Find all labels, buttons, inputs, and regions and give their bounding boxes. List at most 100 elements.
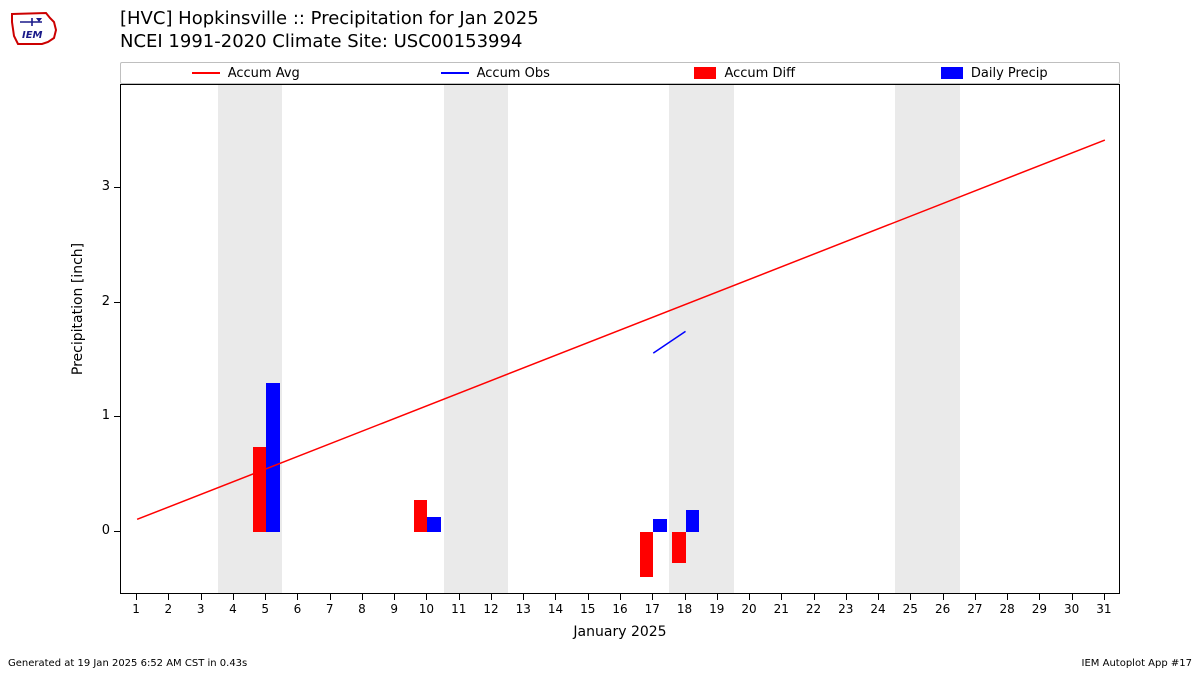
- x-tick: [1007, 594, 1008, 600]
- chart-plot-area: [120, 84, 1120, 594]
- x-tick-label: 30: [1064, 602, 1079, 616]
- x-tick: [943, 594, 944, 600]
- daily-precip-bar: [266, 383, 280, 532]
- x-tick-label: 17: [645, 602, 660, 616]
- x-tick-label: 18: [677, 602, 692, 616]
- accum-avg-line: [137, 140, 1105, 519]
- x-tick: [717, 594, 718, 600]
- x-tick-label: 1: [132, 602, 140, 616]
- daily-precip-bar: [686, 510, 700, 532]
- x-tick: [910, 594, 911, 600]
- x-tick-label: 21: [774, 602, 789, 616]
- accum-diff-bar: [414, 500, 428, 532]
- x-tick: [362, 594, 363, 600]
- daily-precip-bar: [427, 517, 441, 532]
- x-tick-label: 23: [838, 602, 853, 616]
- x-tick: [330, 594, 331, 600]
- accum-diff-bar: [672, 532, 686, 563]
- x-tick-label: 13: [516, 602, 531, 616]
- svg-text:IEM: IEM: [22, 30, 43, 41]
- x-tick: [588, 594, 589, 600]
- x-tick: [459, 594, 460, 600]
- y-tick: [114, 187, 120, 188]
- x-tick-label: 6: [294, 602, 302, 616]
- daily-precip-bar: [653, 519, 667, 532]
- x-tick-label: 8: [358, 602, 366, 616]
- x-tick-label: 14: [548, 602, 563, 616]
- legend-patch-icon: [941, 67, 963, 79]
- footer-app-text: IEM Autoplot App #17: [1082, 658, 1192, 669]
- x-tick-label: 29: [1032, 602, 1047, 616]
- footer-generated-text: Generated at 19 Jan 2025 6:52 AM CST in …: [8, 658, 247, 669]
- x-tick: [394, 594, 395, 600]
- x-tick-label: 12: [483, 602, 498, 616]
- legend-line-icon: [441, 72, 469, 74]
- x-tick-label: 27: [967, 602, 982, 616]
- legend-entry: Accum Diff: [620, 66, 870, 81]
- x-tick-label: 11: [451, 602, 466, 616]
- x-tick-label: 31: [1096, 602, 1111, 616]
- x-tick: [168, 594, 169, 600]
- x-tick: [265, 594, 266, 600]
- y-tick: [114, 302, 120, 303]
- weekend-band: [669, 85, 734, 593]
- x-tick: [136, 594, 137, 600]
- x-tick: [1104, 594, 1105, 600]
- x-tick-label: 25: [903, 602, 918, 616]
- x-tick: [297, 594, 298, 600]
- x-tick-label: 7: [326, 602, 334, 616]
- x-tick: [814, 594, 815, 600]
- x-tick-label: 2: [165, 602, 173, 616]
- y-tick: [114, 416, 120, 417]
- x-tick-label: 4: [229, 602, 237, 616]
- legend-entry: Accum Obs: [371, 66, 621, 81]
- legend-label: Accum Diff: [724, 66, 795, 81]
- y-tick-label: 0: [80, 523, 110, 538]
- x-tick-label: 22: [806, 602, 821, 616]
- weekend-band: [444, 85, 509, 593]
- x-tick-label: 5: [261, 602, 269, 616]
- x-tick: [426, 594, 427, 600]
- x-tick-label: 16: [612, 602, 627, 616]
- legend-patch-icon: [694, 67, 716, 79]
- y-tick-label: 2: [80, 294, 110, 309]
- x-tick: [685, 594, 686, 600]
- chart-title-line1: [HVC] Hopkinsville :: Precipitation for …: [120, 8, 539, 31]
- chart-title-line2: NCEI 1991-2020 Climate Site: USC00153994: [120, 31, 539, 54]
- x-tick: [491, 594, 492, 600]
- x-tick: [523, 594, 524, 600]
- accum-diff-bar: [640, 532, 654, 577]
- y-axis-label: Precipitation [inch]: [70, 209, 86, 409]
- x-axis-label: January 2025: [120, 624, 1120, 640]
- x-tick-label: 24: [870, 602, 885, 616]
- y-tick-label: 3: [80, 179, 110, 194]
- y-tick: [114, 531, 120, 532]
- x-tick-label: 28: [999, 602, 1014, 616]
- x-tick: [846, 594, 847, 600]
- x-tick: [201, 594, 202, 600]
- iem-logo-icon: IEM: [8, 8, 66, 52]
- x-tick: [233, 594, 234, 600]
- x-tick-label: 15: [580, 602, 595, 616]
- x-tick-label: 10: [419, 602, 434, 616]
- legend-entry: Daily Precip: [870, 66, 1120, 81]
- legend-line-icon: [192, 72, 220, 74]
- x-tick: [1072, 594, 1073, 600]
- x-tick-label: 3: [197, 602, 205, 616]
- legend-label: Daily Precip: [971, 66, 1048, 81]
- accum-diff-bar: [253, 447, 267, 532]
- x-tick: [1039, 594, 1040, 600]
- legend-entry: Accum Avg: [121, 66, 371, 81]
- x-tick-label: 19: [709, 602, 724, 616]
- x-tick: [652, 594, 653, 600]
- x-tick: [555, 594, 556, 600]
- x-tick: [749, 594, 750, 600]
- x-tick: [620, 594, 621, 600]
- legend-label: Accum Obs: [477, 66, 550, 81]
- legend-label: Accum Avg: [228, 66, 300, 81]
- weekend-band: [895, 85, 960, 593]
- chart-title: [HVC] Hopkinsville :: Precipitation for …: [120, 8, 539, 53]
- x-tick: [781, 594, 782, 600]
- x-tick-label: 9: [390, 602, 398, 616]
- x-tick-label: 26: [935, 602, 950, 616]
